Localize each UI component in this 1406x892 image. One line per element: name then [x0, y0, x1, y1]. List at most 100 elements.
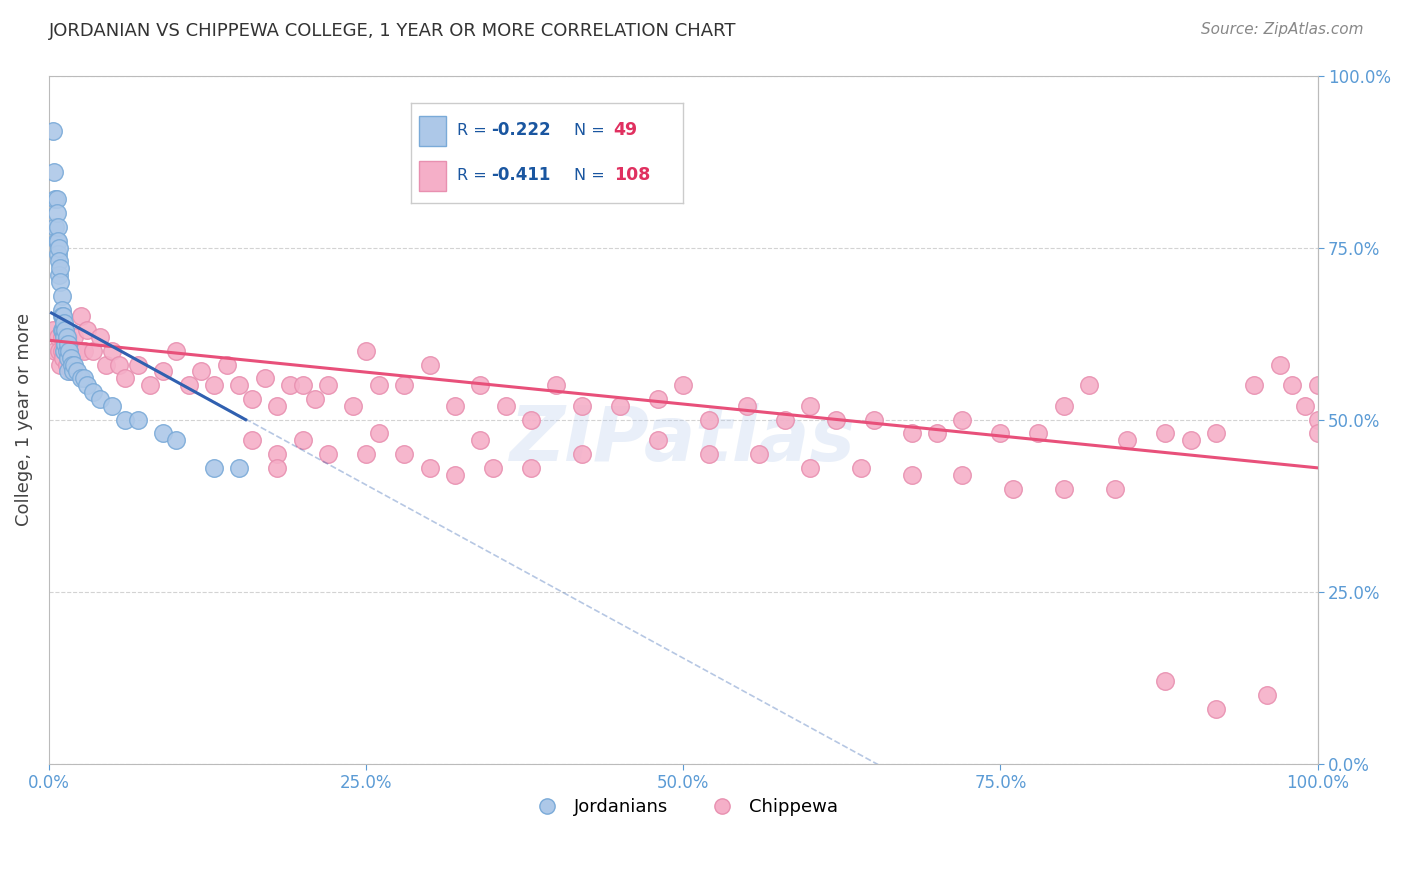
Point	[228, 460, 250, 475]
Point	[44, 219, 66, 234]
Point	[63, 330, 86, 344]
Point	[55, 330, 77, 344]
Point	[114, 412, 136, 426]
Point	[94, 358, 117, 372]
Point	[482, 460, 505, 475]
Point	[1180, 434, 1202, 448]
Point	[495, 399, 517, 413]
Point	[44, 193, 66, 207]
Point	[799, 460, 821, 475]
Point	[647, 392, 669, 406]
Point	[546, 378, 568, 392]
Point	[1053, 399, 1076, 413]
Point	[342, 399, 364, 413]
Point	[1268, 358, 1291, 372]
Point	[58, 351, 80, 365]
Point	[59, 364, 82, 378]
Point	[46, 219, 69, 234]
Point	[42, 123, 65, 137]
Point	[266, 460, 288, 475]
Point	[1078, 378, 1101, 392]
Point	[63, 358, 86, 372]
Point	[55, 343, 77, 358]
Point	[45, 193, 67, 207]
Point	[55, 358, 77, 372]
Point	[1306, 412, 1329, 426]
Point	[89, 392, 111, 406]
Point	[240, 434, 263, 448]
Point	[266, 399, 288, 413]
Point	[571, 447, 593, 461]
Point	[127, 412, 149, 426]
Point	[735, 399, 758, 413]
Point	[56, 330, 79, 344]
Legend: Jordanians, Chippewa: Jordanians, Chippewa	[522, 791, 845, 823]
Point	[990, 426, 1012, 441]
Point	[165, 434, 187, 448]
Point	[62, 364, 84, 378]
Point	[1104, 482, 1126, 496]
Point	[69, 371, 91, 385]
Point	[647, 434, 669, 448]
Text: JORDANIAN VS CHIPPEWA COLLEGE, 1 YEAR OR MORE CORRELATION CHART: JORDANIAN VS CHIPPEWA COLLEGE, 1 YEAR OR…	[49, 22, 737, 40]
Point	[60, 343, 83, 358]
Point	[51, 343, 73, 358]
Point	[228, 378, 250, 392]
Point	[291, 378, 314, 392]
Point	[56, 337, 79, 351]
Point	[76, 323, 98, 337]
Point	[82, 343, 104, 358]
Point	[444, 399, 467, 413]
Point	[56, 343, 79, 358]
Point	[73, 371, 96, 385]
Point	[76, 378, 98, 392]
Point	[53, 330, 76, 344]
Point	[53, 343, 76, 358]
Point	[51, 289, 73, 303]
Point	[49, 275, 72, 289]
Point	[1205, 426, 1227, 441]
Point	[748, 447, 770, 461]
Point	[107, 358, 129, 372]
Point	[56, 364, 79, 378]
Point	[253, 371, 276, 385]
Point	[1281, 378, 1303, 392]
Point	[55, 323, 77, 337]
Point	[55, 337, 77, 351]
Point	[202, 460, 225, 475]
Point	[950, 412, 973, 426]
Point	[304, 392, 326, 406]
Point	[862, 412, 884, 426]
Point	[177, 378, 200, 392]
Point	[1053, 482, 1076, 496]
Point	[849, 460, 872, 475]
Point	[46, 330, 69, 344]
Point	[520, 460, 543, 475]
Text: ZIPatlas: ZIPatlas	[510, 403, 856, 477]
Point	[1002, 482, 1025, 496]
Point	[419, 460, 441, 475]
Point	[925, 426, 948, 441]
Point	[266, 447, 288, 461]
Point	[127, 358, 149, 372]
Point	[51, 302, 73, 317]
Point	[66, 364, 89, 378]
Point	[215, 358, 238, 372]
Point	[278, 378, 301, 392]
Point	[1116, 434, 1139, 448]
Point	[367, 426, 389, 441]
Point	[240, 392, 263, 406]
Point	[48, 241, 70, 255]
Point	[53, 337, 76, 351]
Point	[139, 378, 162, 392]
Point	[53, 316, 76, 330]
Point	[49, 358, 72, 372]
Point	[101, 343, 124, 358]
Point	[1028, 426, 1050, 441]
Point	[419, 358, 441, 372]
Point	[1256, 688, 1278, 702]
Point	[697, 447, 720, 461]
Point	[316, 378, 339, 392]
Point	[1294, 399, 1316, 413]
Point	[316, 447, 339, 461]
